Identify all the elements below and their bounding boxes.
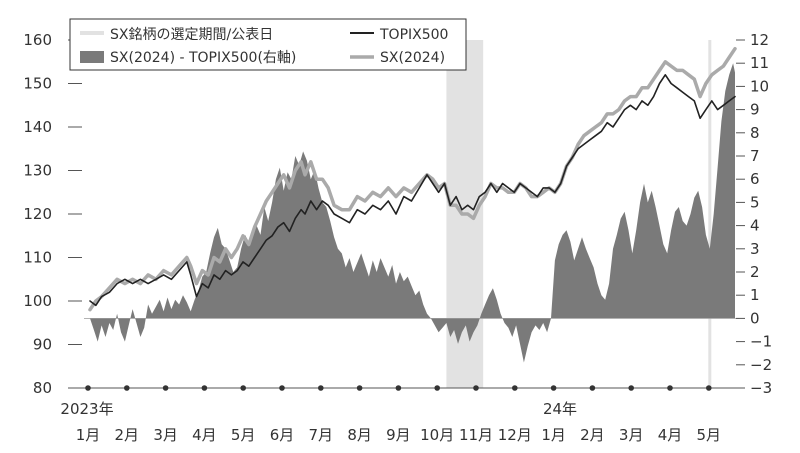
month-label-3: 4月 xyxy=(192,426,217,444)
month-dot-14 xyxy=(628,385,634,391)
month-label-11: 12月 xyxy=(498,426,532,444)
month-dot-5 xyxy=(279,385,285,391)
month-dot-3 xyxy=(201,385,208,391)
right-tick-2: −1 xyxy=(750,333,772,351)
legend-box xyxy=(69,18,467,71)
month-dot-12 xyxy=(550,385,557,391)
month-label-15: 4月 xyxy=(658,426,683,444)
legend-label-diff-area: SX(2024) - TOPIX500(右軸) xyxy=(110,50,296,66)
month-label-10: 11月 xyxy=(459,426,493,444)
legend-label-sx: SX(2024) xyxy=(380,50,445,66)
month-dot-6 xyxy=(318,385,324,391)
month-label-2: 3月 xyxy=(153,426,178,444)
month-dot-8 xyxy=(395,385,402,391)
month-label-14: 3月 xyxy=(619,426,644,444)
month-label-5: 6月 xyxy=(270,426,295,444)
left-tick-90: 90 xyxy=(33,336,52,354)
month-dot-16 xyxy=(706,385,712,391)
left-tick-100: 100 xyxy=(23,292,52,310)
right-tick-9: 6 xyxy=(750,170,760,188)
legend-label-shade: SX銘柄の選定期間/公表日 xyxy=(110,27,273,43)
month-dot-1 xyxy=(124,385,130,391)
right-tick-4: 1 xyxy=(750,286,760,304)
right-tick-11: 8 xyxy=(750,124,760,142)
month-label-8: 9月 xyxy=(386,426,411,444)
month-dot-0 xyxy=(85,385,91,391)
right-tick-13: 10 xyxy=(750,77,769,95)
month-dot-10 xyxy=(473,385,479,391)
left-tick-110: 110 xyxy=(23,249,52,267)
year-label-2024: 24年 xyxy=(543,400,577,418)
left-tick-130: 130 xyxy=(23,162,52,180)
right-tick-12: 9 xyxy=(750,101,760,119)
left-tick-150: 150 xyxy=(23,75,52,93)
left-tick-160: 160 xyxy=(23,31,52,49)
legend-swatch-diff-area xyxy=(80,51,104,63)
right-tick-14: 11 xyxy=(750,54,769,72)
month-dot-15 xyxy=(667,385,673,391)
month-dot-4 xyxy=(240,385,246,391)
year-label-2023: 2023年 xyxy=(60,400,113,418)
month-label-0: 1月 xyxy=(76,426,101,444)
month-label-4: 5月 xyxy=(231,426,256,444)
month-dot-13 xyxy=(589,385,596,391)
month-dot-7 xyxy=(356,385,363,391)
series-diff-area xyxy=(90,63,735,363)
left-tick-120: 120 xyxy=(23,205,52,223)
left-tick-80: 80 xyxy=(33,379,52,397)
month-label-12: 1月 xyxy=(541,426,566,444)
month-label-13: 2月 xyxy=(580,426,605,444)
month-label-1: 2月 xyxy=(115,426,140,444)
right-tick-3: 0 xyxy=(750,309,760,327)
month-label-16: 5月 xyxy=(697,426,722,444)
month-dot-2 xyxy=(162,385,169,391)
month-dot-9 xyxy=(434,385,441,391)
right-tick-10: 7 xyxy=(750,147,760,165)
month-label-7: 8月 xyxy=(347,426,372,444)
right-tick-15: 12 xyxy=(750,31,769,49)
left-tick-140: 140 xyxy=(23,118,52,136)
legend-label-topix: TOPIX500 xyxy=(379,27,448,43)
right-tick-8: 5 xyxy=(750,193,760,211)
right-tick-7: 4 xyxy=(750,217,760,235)
month-dot-11 xyxy=(512,385,518,391)
right-tick-1: −2 xyxy=(750,356,772,374)
month-label-6: 7月 xyxy=(309,426,334,444)
right-tick-0: −3 xyxy=(750,379,772,397)
right-tick-5: 2 xyxy=(750,263,760,281)
right-tick-6: 3 xyxy=(750,240,760,258)
month-label-9: 10月 xyxy=(420,426,454,444)
